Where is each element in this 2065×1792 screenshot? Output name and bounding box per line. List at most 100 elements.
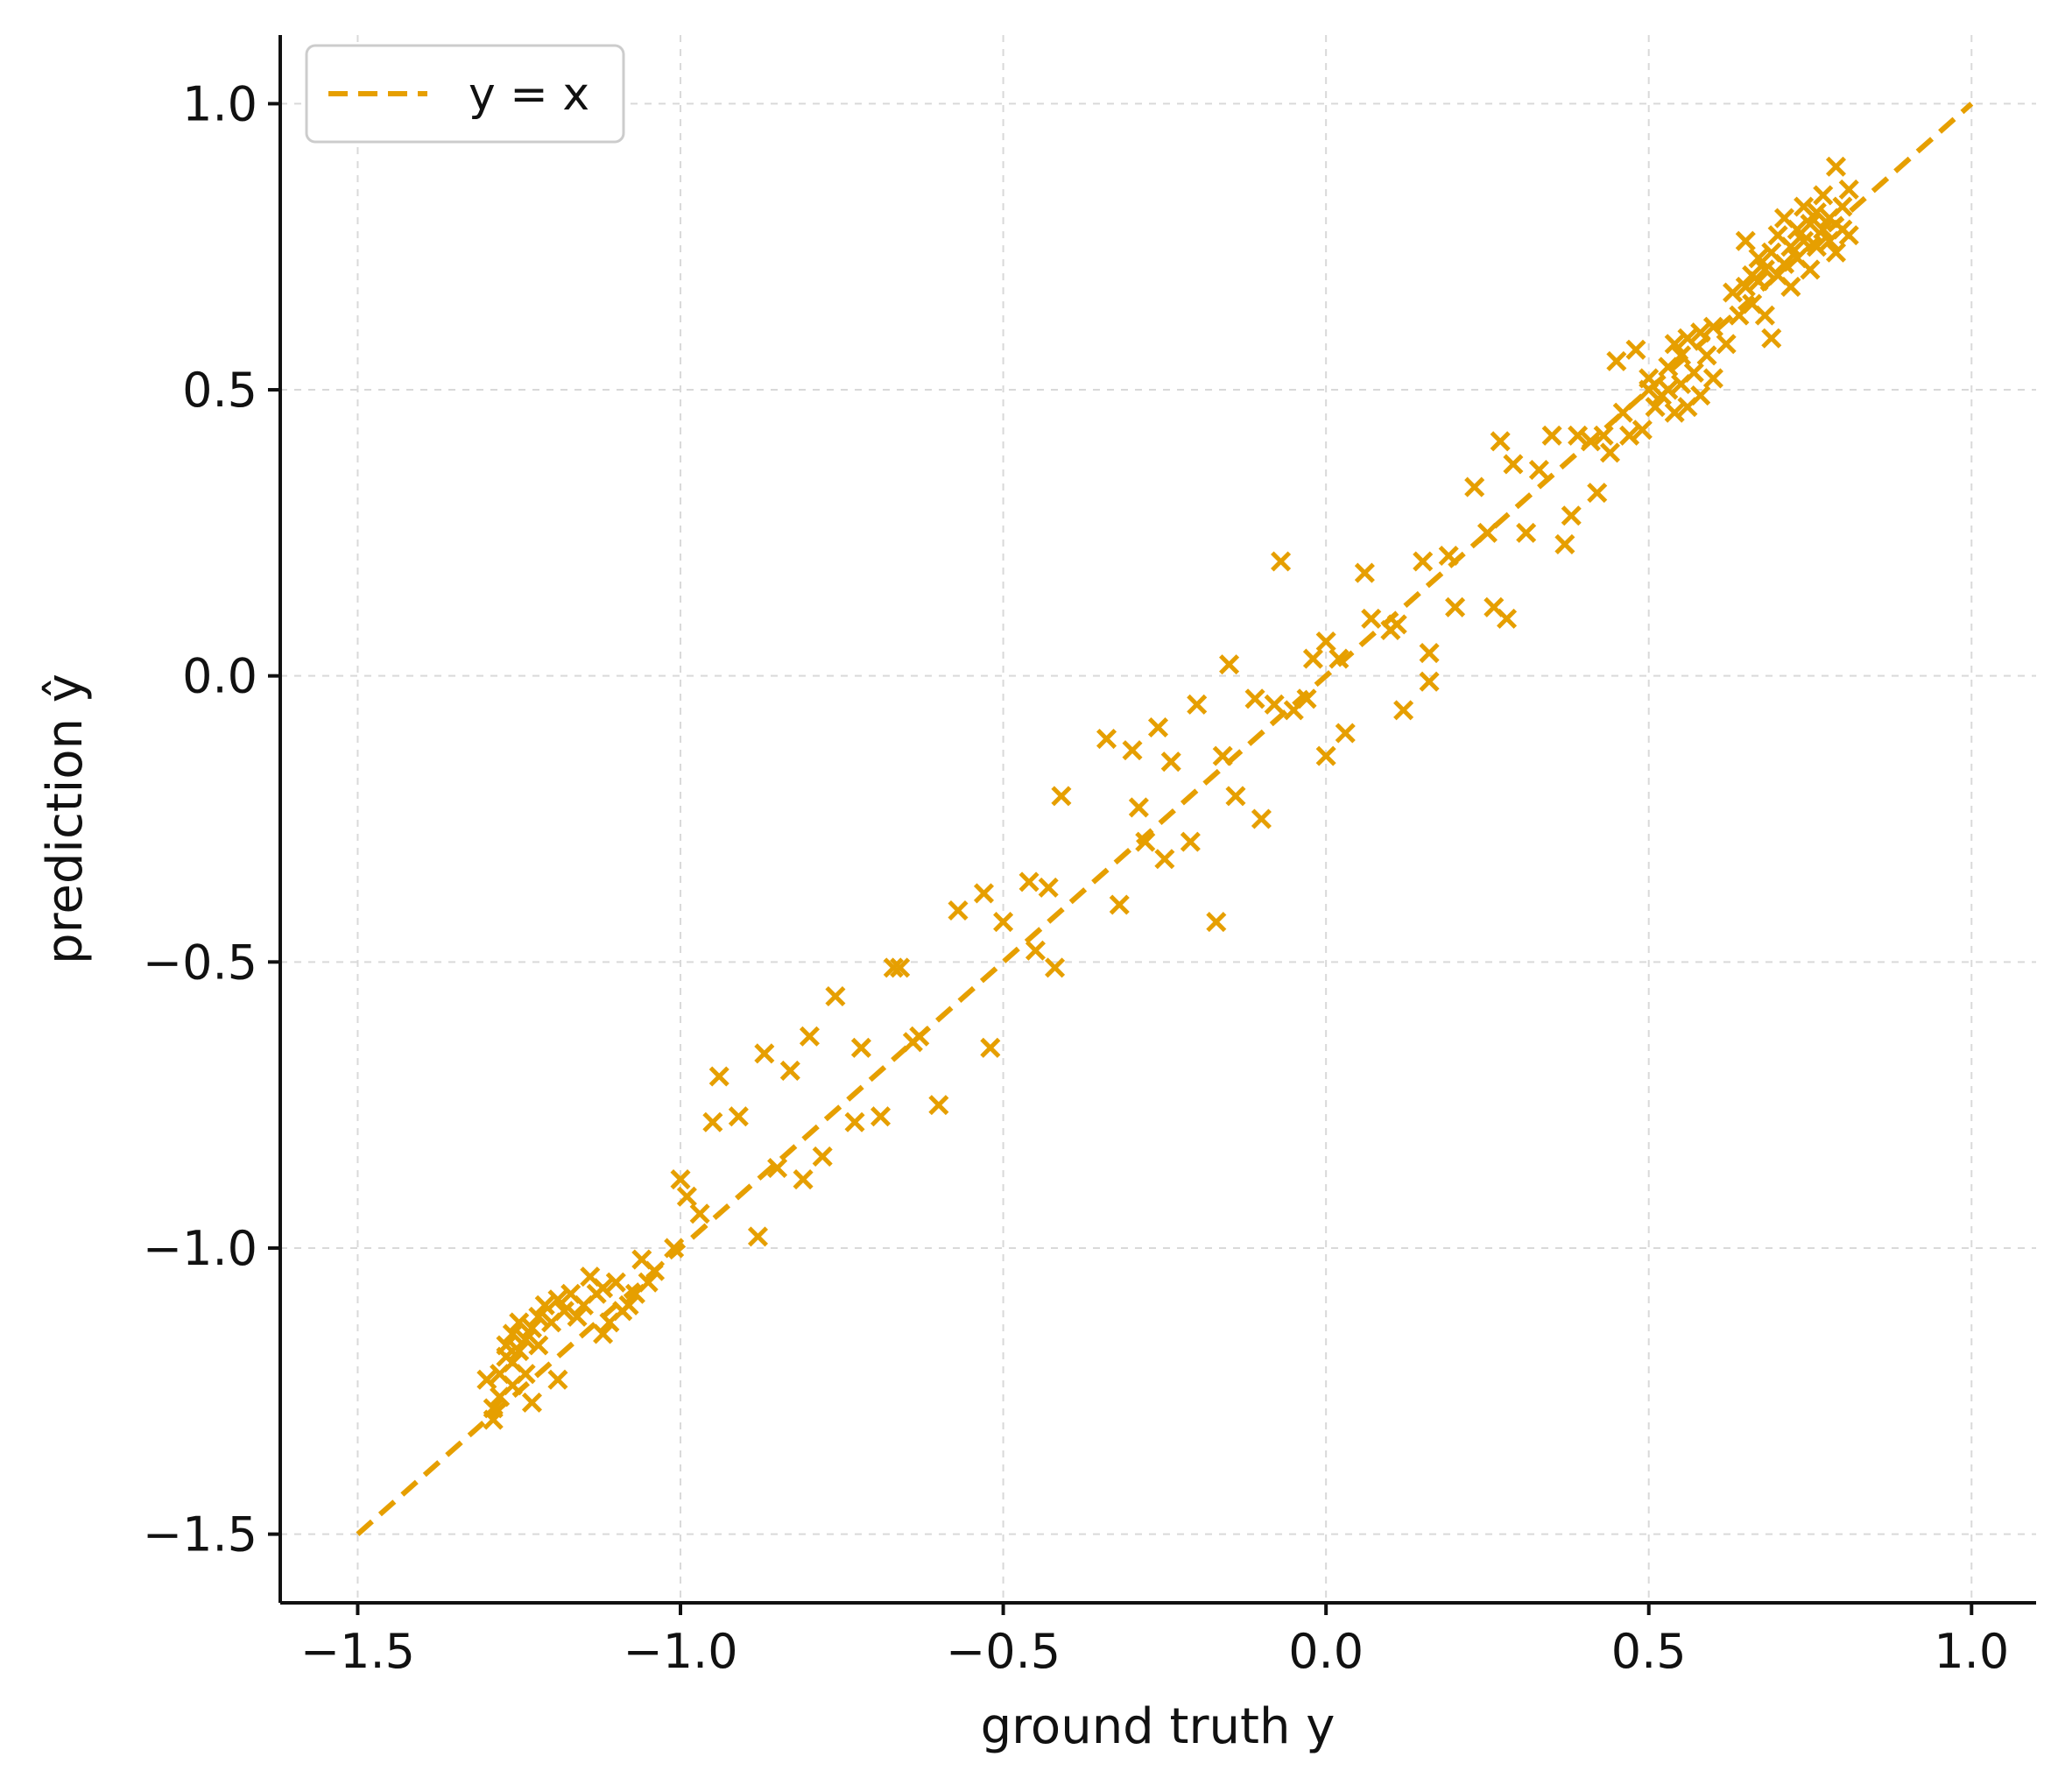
- data-point-x-marker: [1251, 808, 1272, 829]
- axes: [278, 35, 2036, 1605]
- data-point-x-marker: [1315, 745, 1336, 766]
- data-point-x-marker: [528, 1335, 549, 1356]
- data-point-x-marker: [890, 957, 911, 978]
- data-point-x-marker: [1606, 350, 1627, 371]
- data-point-x-marker: [1051, 786, 1072, 807]
- data-point-x-marker: [1354, 562, 1375, 583]
- data-point-x-marker: [1664, 334, 1685, 355]
- data-point-x-marker: [509, 1312, 530, 1333]
- data-point-x-marker: [645, 1260, 666, 1281]
- data-point-x-marker: [1497, 608, 1518, 629]
- data-point-x-marker: [1780, 276, 1801, 297]
- data-point-x-marker: [1413, 551, 1434, 572]
- data-point-x-marker: [676, 1186, 697, 1207]
- data-point-x-marker: [1813, 219, 1834, 240]
- data-point-x-marker: [593, 1278, 614, 1299]
- y-axis-label: prediction ŷ: [37, 674, 94, 964]
- data-point-x-marker: [1838, 225, 1859, 246]
- x-tick-label: −1.5: [300, 1624, 415, 1679]
- data-point-x-marker: [1335, 723, 1356, 744]
- data-point-x-marker: [1187, 694, 1208, 715]
- data-point-x-marker: [1147, 716, 1169, 738]
- data-point-x-marker: [799, 1026, 820, 1047]
- data-point-x-marker: [702, 1111, 723, 1132]
- data-point-x-marker: [1825, 242, 1847, 263]
- data-point-x-marker: [1664, 402, 1685, 423]
- data-point-x-marker: [1561, 505, 1582, 526]
- data-point-x-marker: [1690, 322, 1711, 343]
- data-point-x-marker: [534, 1295, 555, 1316]
- data-point-x-marker: [1806, 201, 1827, 223]
- data-point-x-marker: [553, 1301, 574, 1322]
- data-point-x-marker: [476, 1369, 497, 1390]
- data-point-x-marker: [1658, 379, 1679, 400]
- reference-line-layer: [356, 102, 1974, 1536]
- data-point-x-marker: [1419, 643, 1440, 664]
- data-point-x-marker: [909, 1026, 930, 1047]
- data-point-x-marker: [1632, 420, 1653, 441]
- data-point-x-marker: [1773, 253, 1795, 274]
- data-point-x-marker: [1135, 831, 1156, 852]
- data-point-x-marker: [1445, 596, 1466, 617]
- data-point-x-marker: [1568, 425, 1589, 446]
- y-tick-label: −0.5: [143, 935, 257, 990]
- data-point-x-marker: [1800, 214, 1821, 235]
- data-point-x-marker: [1554, 533, 1575, 554]
- data-point-x-marker: [1587, 483, 1608, 504]
- data-point-x-marker: [1154, 849, 1175, 870]
- data-point-x-marker: [1329, 648, 1350, 669]
- data-point-x-marker: [1361, 608, 1382, 629]
- data-point-x-marker: [973, 883, 995, 904]
- legend: y = x: [305, 44, 625, 144]
- data-point-x-marker: [1180, 831, 1201, 852]
- data-point-x-marker: [1599, 442, 1621, 463]
- data-point-x-marker: [767, 1157, 788, 1179]
- data-point-x-marker: [708, 1066, 729, 1087]
- x-tick-label: 0.5: [1611, 1624, 1687, 1679]
- data-point-x-marker: [1225, 786, 1246, 807]
- data-point-x-marker: [850, 1037, 871, 1058]
- data-point-x-marker: [689, 1203, 710, 1224]
- data-point-x-marker: [1794, 230, 1815, 251]
- data-point-x-marker: [1528, 459, 1549, 481]
- data-point-x-marker: [1296, 688, 1317, 709]
- data-point-x-marker: [1639, 368, 1660, 389]
- data-point-x-marker: [1794, 196, 1815, 217]
- data-point-x-marker: [521, 1317, 543, 1338]
- data-point-x-marker: [502, 1323, 523, 1344]
- data-point-x-marker: [812, 1146, 833, 1167]
- data-point-x-marker: [1696, 345, 1717, 366]
- data-point-x-marker: [1018, 871, 1040, 892]
- data-point-x-marker: [521, 1392, 543, 1413]
- ticks: −1.5 −1.0 −0.5 0.0 0.5 1.0 −1.5 −1.0 −0.5 0.0 0.5 1…: [143, 76, 2009, 1679]
- data-point-x-marker: [1315, 631, 1336, 653]
- data-point-x-marker: [1206, 912, 1227, 933]
- data-point-x-marker: [515, 1364, 536, 1385]
- data-point-x-marker: [1386, 614, 1407, 635]
- data-point-x-marker: [1516, 522, 1537, 543]
- data-point-x-marker: [1735, 276, 1756, 297]
- data-point-x-marker: [1045, 957, 1066, 978]
- data-point-x-marker: [1754, 259, 1775, 280]
- data-point-x-marker: [1780, 236, 1801, 258]
- data-point-x-marker: [870, 1106, 892, 1127]
- data-point-x-marker: [1838, 179, 1859, 200]
- data-point-x-marker: [980, 1037, 1001, 1058]
- x-axis-label: ground truth y: [981, 1698, 1336, 1755]
- data-point-x-marker: [1393, 700, 1414, 721]
- data-point-x-marker: [1735, 230, 1756, 251]
- y-tick-label: 1.0: [182, 76, 257, 131]
- data-point-x-marker: [1787, 219, 1808, 240]
- data-point-x-marker: [547, 1289, 568, 1310]
- data-point-x-marker: [793, 1169, 814, 1190]
- data-point-x-marker: [1716, 334, 1737, 355]
- data-point-x-marker: [1671, 345, 1692, 366]
- data-point-x-marker: [1219, 654, 1240, 675]
- data-point-x-marker: [948, 900, 969, 921]
- grid: [280, 35, 2036, 1603]
- data-point-x-marker: [1806, 236, 1827, 258]
- data-point-x-marker: [1683, 362, 1704, 383]
- data-point-x-marker: [1271, 551, 1292, 572]
- data-point-x-marker: [1109, 894, 1130, 915]
